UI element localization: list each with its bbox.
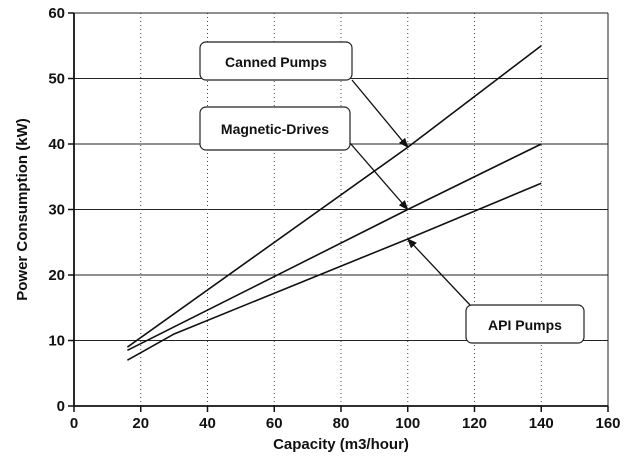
- series-line-api-pumps: [127, 182, 542, 361]
- y-axis-title: Power Consumption (kW): [14, 118, 31, 301]
- callout-box-canned-pumps: [199, 41, 353, 81]
- x-tick-label: 60: [266, 415, 283, 432]
- callout-api-pumps: API Pumps: [407, 238, 585, 344]
- y-tick-label: 60: [48, 5, 65, 22]
- y-tick-label: 30: [48, 202, 65, 219]
- callout-box-api-pumps: [465, 304, 585, 344]
- callout-label-magnetic-drives: Magnetic-Drives: [221, 121, 329, 137]
- callout-magnetic-drives: Magnetic-Drives: [199, 106, 409, 211]
- callouts: Canned Pumps Magnetic-Drives API Pumps: [199, 41, 585, 344]
- series-line-canned-pumps: [126, 45, 542, 348]
- x-tick-label: 0: [70, 415, 78, 432]
- callout-arrow-canned-pumps: [351, 79, 409, 149]
- y-tick-label: 10: [48, 333, 65, 350]
- tick-labels: 0 10 20 30 40 50 60 0 20 40 60 80 100 120 140 160: [48, 5, 620, 432]
- y-tick-label: 50: [48, 71, 65, 88]
- callout-box-magnetic-drives: [199, 106, 351, 151]
- x-tick-label: 100: [395, 415, 420, 432]
- x-tick-label: 160: [595, 415, 620, 432]
- axes: [68, 12, 609, 412]
- callout-arrow-magnetic-drives: [349, 142, 409, 211]
- callout-label-canned-pumps: Canned Pumps: [225, 54, 327, 70]
- x-tick-label: 140: [529, 415, 554, 432]
- callout-arrow-api-pumps: [407, 238, 471, 306]
- x-tick-label: 40: [199, 415, 216, 432]
- y-tick-label: 20: [48, 267, 65, 284]
- x-axis-title: Capacity (m3/hour): [273, 436, 409, 453]
- callout-canned-pumps: Canned Pumps: [199, 41, 409, 149]
- x-tick-label: 20: [132, 415, 149, 432]
- x-tick-label: 120: [462, 415, 487, 432]
- y-tick-label: 0: [57, 398, 65, 415]
- callout-label-api-pumps: API Pumps: [488, 317, 562, 333]
- x-tick-label: 80: [333, 415, 350, 432]
- y-tick-label: 40: [48, 136, 65, 153]
